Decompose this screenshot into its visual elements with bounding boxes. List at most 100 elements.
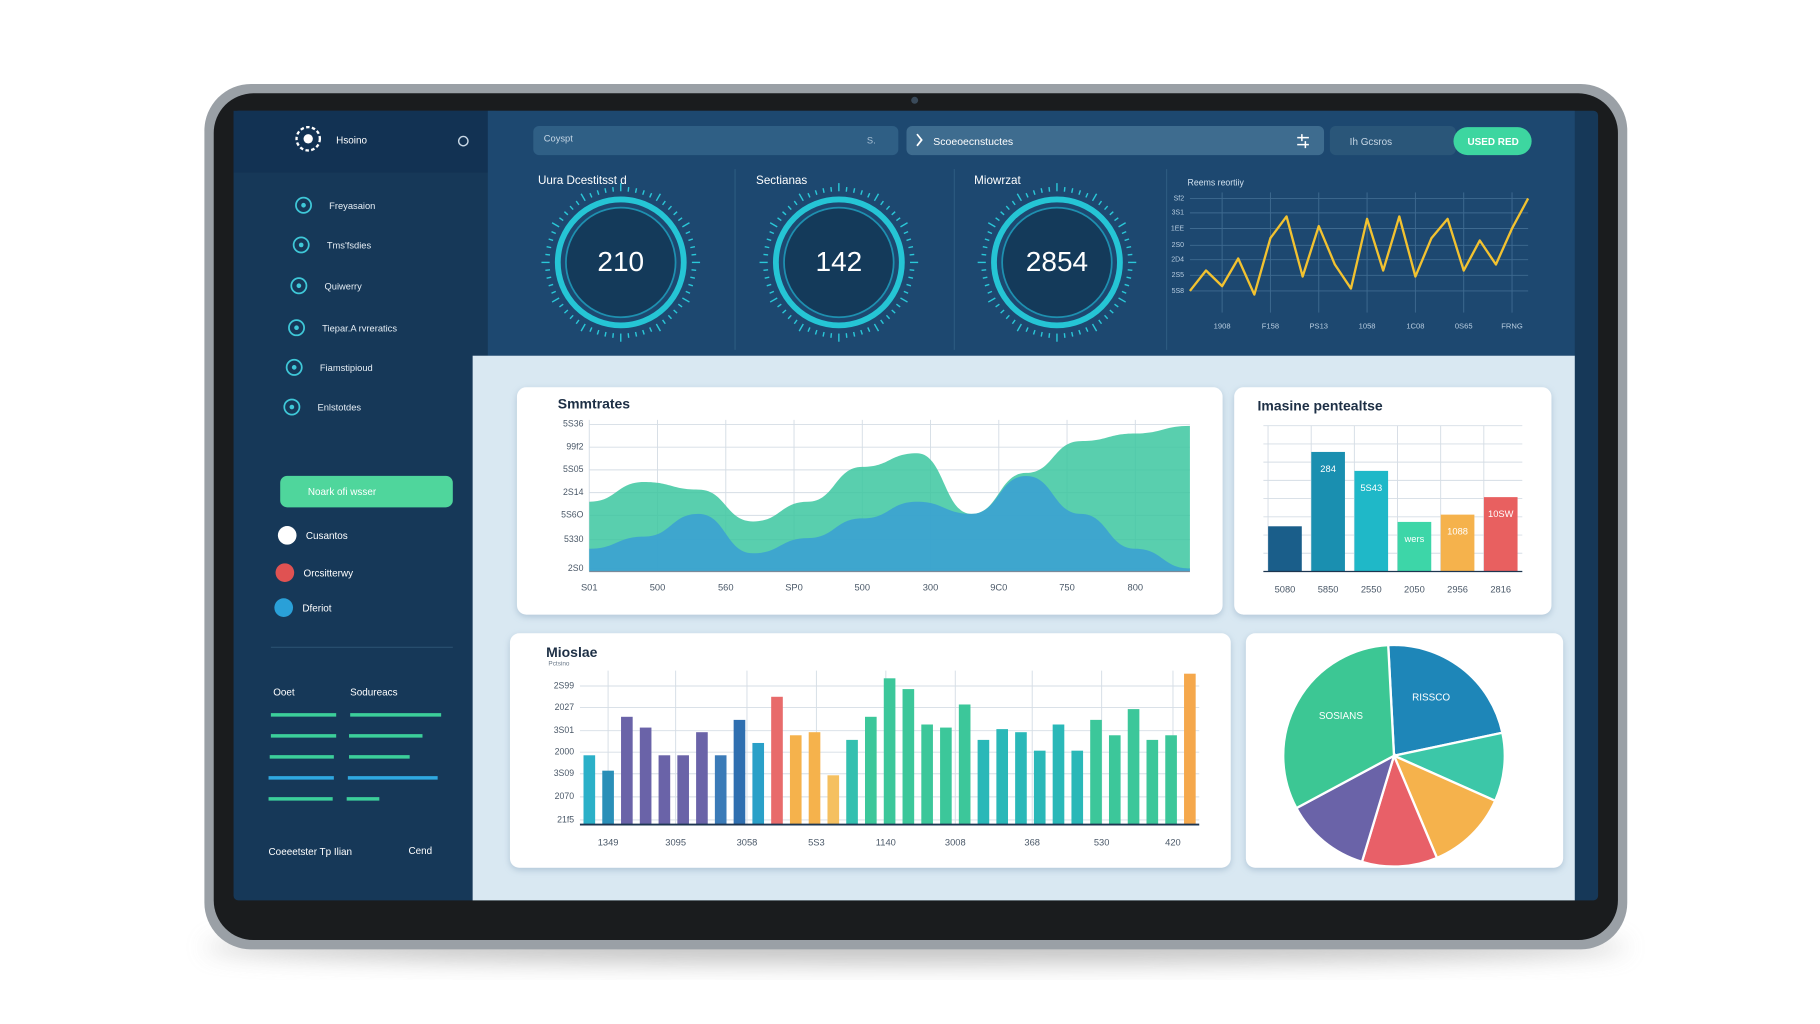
x-tick-label: 1058: [1359, 322, 1376, 331]
x-tick-label: 5080: [1275, 585, 1296, 595]
search-icon[interactable]: [457, 135, 469, 147]
y-tick-label: 2D4: [1171, 257, 1184, 264]
y-tick-label: 5S05: [563, 464, 584, 474]
gauge-tick: [1016, 193, 1022, 202]
bar: [1127, 709, 1140, 825]
bar: [583, 755, 596, 825]
footer-text[interactable]: Cend: [408, 846, 432, 857]
x-tick-label: 530: [1094, 838, 1110, 848]
gauge-tick: [984, 238, 990, 242]
gauge-tick: [1078, 329, 1082, 335]
gauge-tick: [807, 327, 811, 332]
pie-slice: [1294, 753, 1396, 864]
gauge-tick: [822, 331, 825, 337]
bar: [1268, 526, 1302, 572]
bar: [883, 678, 896, 825]
gauge-tick: [769, 230, 775, 235]
gauge-tick: [1098, 200, 1103, 206]
nav-item[interactable]: Freyasaion: [329, 201, 375, 211]
bar: [1090, 719, 1102, 825]
gauge-tick: [852, 188, 856, 193]
gauge-tick: [1118, 222, 1126, 228]
nav-icon: [285, 358, 303, 376]
bar: [921, 724, 933, 825]
y-tick-label: 2S0: [568, 563, 584, 573]
gauge-tick: [900, 297, 908, 303]
nav-icon: [283, 398, 301, 416]
gauge-value: 142: [816, 246, 863, 277]
search-box[interactable]: [533, 125, 899, 156]
bar: [808, 732, 821, 825]
gauge-title: Uura Dcestitsst d: [538, 174, 627, 187]
gauge-tick: [880, 319, 884, 325]
account-box[interactable]: [1329, 125, 1456, 156]
gauge-title: Sectianas: [756, 174, 807, 187]
gauge-tick: [987, 222, 996, 228]
filter-icon[interactable]: [1297, 134, 1309, 149]
x-tick-label: 800: [1128, 582, 1144, 592]
x-tick-label: 5850: [1318, 585, 1339, 595]
x-tick-label: FRNG: [1501, 322, 1523, 331]
pie-slice: [1386, 643, 1504, 758]
y-tick-label: 5330: [564, 534, 584, 544]
x-tick-label: 3095: [665, 838, 686, 848]
gauge-tick: [1109, 309, 1114, 314]
bar: [1146, 739, 1159, 825]
x-tick-label: 2956: [1447, 585, 1468, 595]
brand-logo: [295, 125, 322, 152]
gauge-tick: [1025, 192, 1029, 198]
gauge-tick: [798, 193, 804, 202]
gauge-tick: [908, 276, 914, 279]
nav-item[interactable]: Fiamstipioud: [320, 363, 373, 373]
x-tick-label: SP0: [785, 582, 803, 592]
gauge-value: 2854: [1026, 246, 1088, 277]
chart-title: Smmtrates: [558, 395, 631, 411]
gauge-tick: [787, 314, 792, 320]
gauge-tick: [987, 290, 993, 294]
sidebar-header: [233, 110, 496, 173]
gauge-tick: [885, 205, 891, 211]
nav-item[interactable]: Tiepar.A rvreratics: [322, 323, 397, 333]
gauge-tick: [885, 314, 891, 320]
nav-item[interactable]: Tms'fsdies: [327, 241, 372, 251]
line-series: [1188, 197, 1530, 296]
gauge-tick: [1126, 276, 1132, 279]
y-tick-label: 3S1: [1172, 210, 1185, 217]
gauge-tick: [563, 309, 569, 314]
gauge-tick: [769, 297, 778, 303]
gauge-tick: [551, 297, 560, 303]
gauge-tick: [1011, 319, 1016, 325]
x-tick-label: 420: [1165, 838, 1181, 848]
bar: [658, 755, 671, 825]
x-tick-label: 3008: [945, 838, 966, 848]
nav-icon-dot: [298, 242, 304, 248]
nav-item[interactable]: Enlstotdes: [318, 403, 362, 413]
gauge-tick: [1085, 192, 1089, 198]
gauge-tick: [995, 217, 1000, 222]
x-tick-label: 2050: [1404, 585, 1425, 595]
bar: [752, 742, 765, 825]
top-button[interactable]: [1453, 127, 1532, 156]
bar: [902, 689, 915, 825]
gauge-tick: [1040, 188, 1043, 193]
gauge-tick: [1121, 290, 1127, 294]
y-tick-label: 99f2: [566, 441, 583, 451]
gauge-tick: [873, 193, 880, 202]
search-text: Coyspt: [544, 133, 573, 143]
breadcrumb: Scoeoecnstuctes: [933, 137, 1013, 148]
gauge-tick: [1032, 190, 1036, 195]
gauge-tick: [984, 283, 990, 287]
gauge-tick: [1005, 205, 1010, 211]
gauge-tick: [769, 222, 778, 228]
gauge-tick: [900, 222, 908, 228]
bar: [696, 732, 708, 825]
gauge-tick: [589, 192, 593, 198]
bar: [1483, 497, 1518, 572]
sidebar-button[interactable]: [280, 475, 453, 508]
gauge-tick: [1011, 200, 1016, 206]
gauge-tick: [667, 314, 673, 320]
nav-item[interactable]: Quiwerry: [325, 281, 363, 291]
chart-title: Imasine pentealtse: [1258, 398, 1383, 414]
x-tick-label: 2550: [1361, 585, 1382, 595]
gauge-tick: [880, 200, 884, 206]
